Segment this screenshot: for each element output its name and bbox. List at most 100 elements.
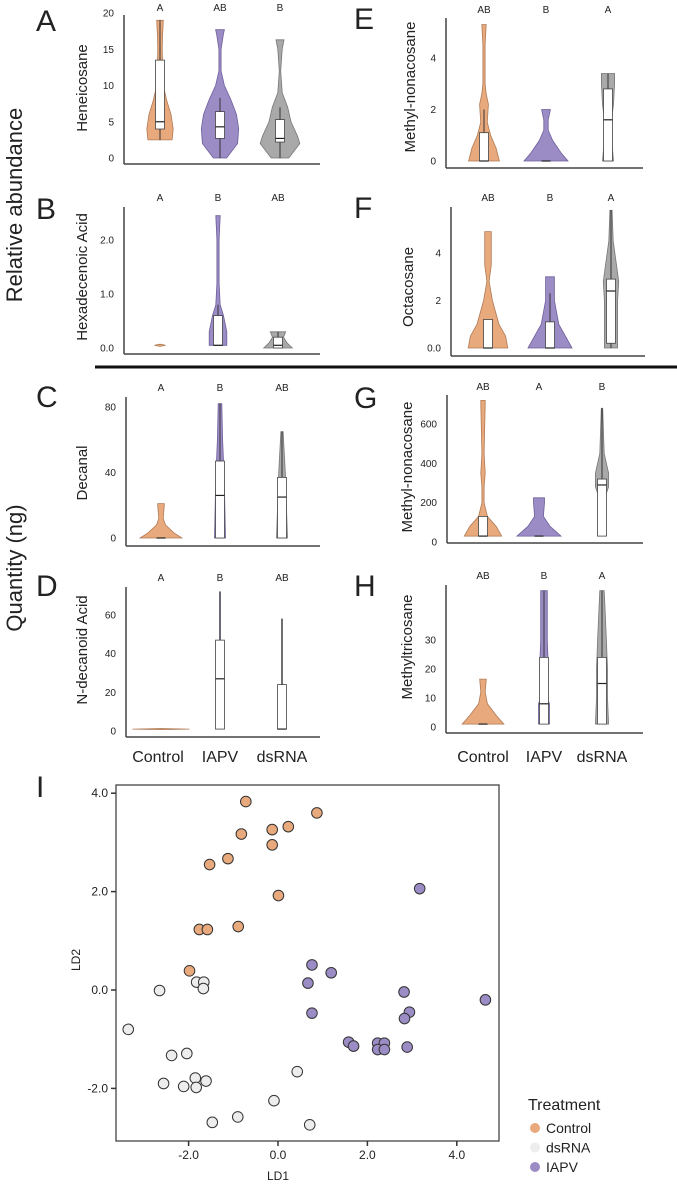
y-tick-label: -2.0 [87,1081,108,1095]
x-label-iapv: IAPV [526,749,563,766]
iqr-box [273,336,283,349]
x-label-control: Control [132,749,184,766]
point-dsrna [231,1111,244,1123]
point-dsrna [206,1116,219,1129]
significance-letter: A [158,573,165,584]
y-tick-label: 200 [420,498,437,509]
significance-letter: A [599,571,606,582]
x-tick-label: 2.0 [359,1148,376,1162]
point-dsrna [197,982,210,995]
violin-control [461,678,505,725]
y-tick-label: 0.0 [91,983,108,997]
significance-letter: AB [481,193,495,204]
point-control [201,923,214,936]
iqr-box [603,88,613,162]
iqr-box [215,639,225,730]
section-label-quantity: Quantity (ng) [2,504,27,631]
violin-iapv [523,109,569,162]
point-iapv [325,966,337,979]
significance-letter: B [217,573,224,584]
point-iapv [398,986,410,998]
y-axis-label: Methyl-nonacosane [399,402,416,533]
point-iapv [306,959,318,971]
violin-iapv [200,29,240,159]
point-control [266,823,278,836]
point-dsrna [303,1119,316,1131]
panel-e: E Methyl-nonacosane 0 2 4 AB B A [354,3,643,169]
point-dsrna [165,1049,178,1062]
point-dsrna [177,1080,190,1093]
y-axis-label: N-decanoid Acid [74,595,91,704]
point-dsrna [157,1077,170,1090]
point-iapv [398,1012,411,1025]
significance-letter: B [215,193,222,204]
significance-letter: AB [271,193,285,204]
section-label-relative-abundance: Relative abundance [2,108,27,302]
point-control [232,920,245,933]
panel-letter: I [36,771,44,804]
y-axis-label: Decanal [74,445,91,500]
significance-letter: AB [477,5,491,16]
significance-letter: AB [275,383,289,394]
panel-letter: H [354,570,376,603]
iqr-box [155,59,165,130]
panel-h: H Methyltricosane 0 10 20 30 AB B A [354,570,643,734]
point-iapv [306,1007,318,1019]
iqr-box [597,478,607,537]
y-tick-label: 20 [105,688,117,699]
significance-letter: A [158,383,165,394]
x-label-dsrna: dsRNA [577,749,628,766]
x-category-labels-right: Control IAPV dsRNA [457,749,627,766]
significance-letter: A [608,193,615,204]
y-tick-label: 60 [105,611,117,622]
panel-letter: E [354,3,374,36]
x-label-dsrna: dsRNA [257,749,308,766]
y-tick-label: 5 [108,117,114,128]
panel-i: I -2.0 0.0 2.0 4.0 4.0 2.0 0.0 -2.0 LD1 LD2 Treatme… [36,771,601,1183]
iqr-box [275,119,285,143]
y-axis-label: LD2 [69,949,83,971]
point-dsrna [200,1075,212,1087]
iqr-box [483,319,493,349]
x-label-iapv: IAPV [202,749,239,766]
iqr-box [215,111,225,139]
iqr-box [606,278,616,344]
legend-swatch-dsrna [530,1142,540,1153]
y-tick-label: 10 [425,694,437,705]
significance-letter: A [157,3,164,14]
point-control [272,889,285,902]
violin-iapv [208,215,228,346]
iqr-box [277,477,287,539]
y-tick-label: 600 [420,420,437,431]
iqr-box [277,684,287,730]
y-tick-label: 4 [435,249,441,260]
y-tick-label: 80 [105,403,117,414]
y-tick-label: 0 [108,154,114,165]
panel-f: F Octacosane 0.0 2 4 AB B A [354,192,645,357]
panel-letter: C [36,381,58,414]
significance-letter: B [599,382,606,393]
point-dsrna [122,1023,135,1036]
plot-frame [115,784,500,1142]
violin-dsrna [259,39,301,159]
violin-control [463,400,503,537]
violin-iapv [515,497,563,537]
y-tick-label: 0 [431,538,437,549]
y-axis-label: Octacosane [400,247,417,327]
iqr-box [597,657,607,725]
iqr-box [213,315,223,346]
legend-title: Treatment [528,1097,601,1114]
violin-control [138,503,184,539]
y-tick-label: 0 [430,723,436,734]
y-tick-label: 0.0 [100,344,114,355]
significance-letter: A [605,5,612,16]
y-tick-label: 40 [105,649,117,660]
y-tick-label: 20 [103,9,115,20]
x-tick-label: 4.0 [448,1148,465,1162]
iqr-box [545,321,555,349]
